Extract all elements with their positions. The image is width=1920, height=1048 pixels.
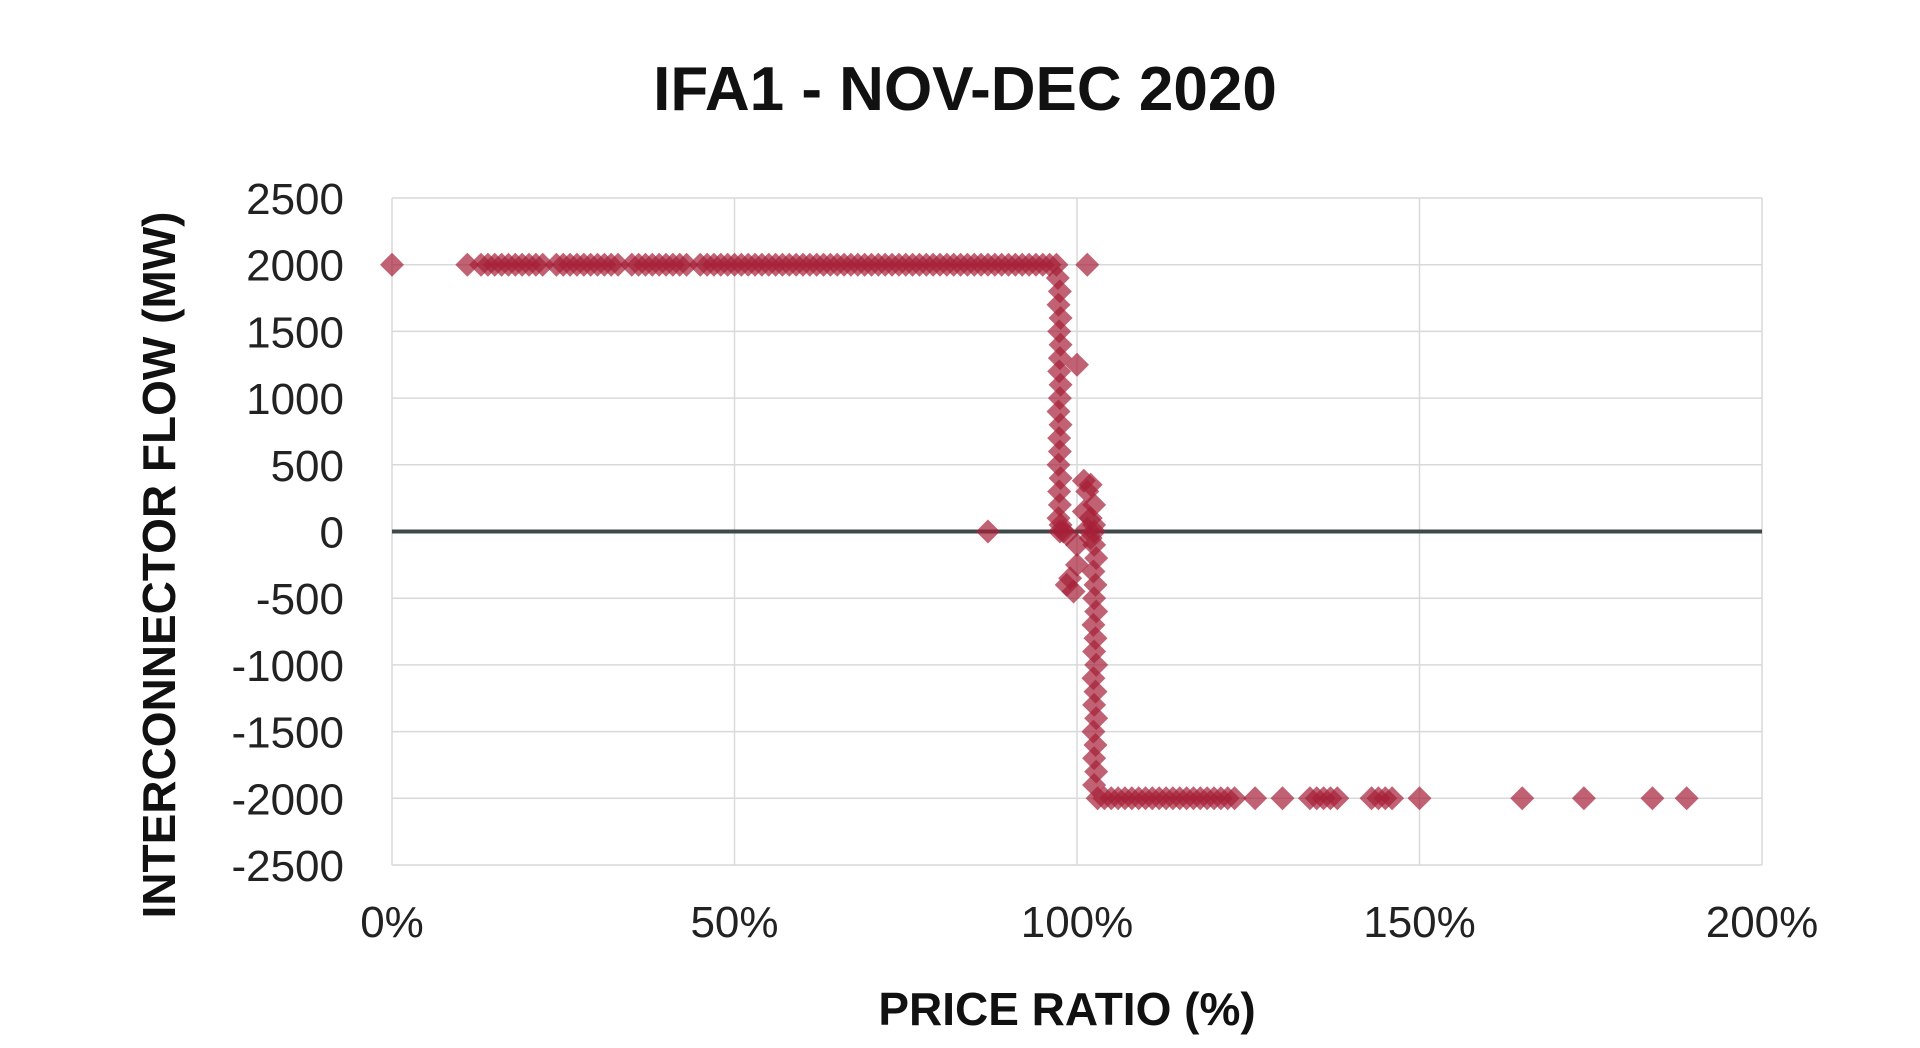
- data-point: [1380, 786, 1405, 811]
- data-point: [1048, 372, 1073, 397]
- chart-title: IFA1 - NOV-DEC 2020: [653, 55, 1277, 124]
- y-tick-label: -1000: [231, 642, 344, 691]
- y-tick-label: -1500: [231, 709, 344, 758]
- y-tick-label: -2000: [231, 775, 344, 824]
- x-tick-label: 200%: [1706, 898, 1819, 947]
- data-point: [455, 252, 480, 277]
- y-tick-label: 1000: [246, 375, 344, 424]
- x-axis-label: PRICE RATIO (%): [878, 983, 1255, 1035]
- y-tick-label: 0: [320, 509, 344, 558]
- data-point: [1243, 786, 1268, 811]
- x-tick-label: 50%: [690, 898, 778, 947]
- data-points: [380, 252, 1699, 811]
- y-tick-label: 2500: [246, 175, 344, 224]
- y-axis-ticks: 2500 2000 1500 1000 500 0 -500 -1000 -1500 -2000 -…: [231, 175, 344, 891]
- y-tick-label: 500: [271, 442, 344, 491]
- y-axis-label: INTERCONNECTOR FLOW (MW): [133, 212, 185, 919]
- data-point: [1571, 786, 1596, 811]
- data-point: [1510, 786, 1535, 811]
- x-tick-label: 150%: [1363, 898, 1476, 947]
- data-point: [1222, 786, 1247, 811]
- data-point: [1047, 479, 1072, 504]
- data-point: [1047, 426, 1072, 451]
- data-point: [1065, 532, 1089, 557]
- data-point: [1270, 786, 1295, 811]
- data-point: [674, 252, 699, 277]
- x-axis-ticks: 0% 50% 100% 150% 200%: [360, 898, 1818, 947]
- x-tick-label: 0%: [360, 898, 424, 947]
- data-point: [380, 252, 404, 277]
- data-point: [1075, 252, 1100, 277]
- data-point: [1640, 786, 1665, 811]
- data-point: [606, 252, 631, 277]
- data-point: [1061, 579, 1086, 604]
- data-point: [1048, 332, 1073, 357]
- y-tick-label: -500: [256, 575, 344, 624]
- y-tick-label: 1500: [246, 308, 344, 357]
- y-tick-label: -2500: [231, 842, 344, 891]
- y-tick-label: 2000: [246, 242, 344, 291]
- data-point: [975, 519, 1000, 544]
- data-point: [1407, 786, 1432, 811]
- data-point: [1065, 352, 1089, 377]
- data-point: [1674, 786, 1699, 811]
- data-point: [530, 252, 555, 277]
- data-point: [1325, 786, 1350, 811]
- x-tick-label: 100%: [1021, 898, 1134, 947]
